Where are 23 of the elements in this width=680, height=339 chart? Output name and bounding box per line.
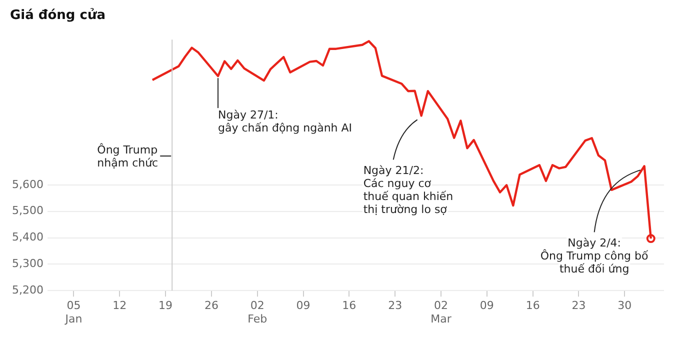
x-tick-label: 19 [158, 299, 173, 312]
x-tick-label: 23 [388, 299, 402, 312]
x-tick-label: 02 Feb [248, 299, 268, 326]
y-tick-label: 5,200 [12, 283, 44, 296]
x-tick-label: 02 Mar [430, 299, 452, 326]
x-tick-label: 16 [342, 299, 356, 312]
x-tick-label: 05 Jan [64, 299, 82, 326]
x-tick-label: 23 [572, 299, 586, 312]
chart-title: Giá đóng cửa [10, 8, 106, 23]
y-tick-label: 5,600 [12, 178, 44, 191]
annotation: Ngày 21/2: Các nguy cơ thuế quan khiến thị trường lo sợ [363, 164, 454, 216]
ref-line-label: Ông Trump nhậm chức [97, 142, 158, 170]
y-tick-label: 5,500 [12, 204, 44, 218]
y-tick-label: 5,300 [12, 257, 44, 270]
y-tick-label: 5,400 [12, 230, 44, 244]
x-tick-label: 12 [112, 299, 127, 312]
x-tick-label: 09 [296, 299, 310, 312]
x-tick-label: 16 [526, 299, 540, 312]
x-tick-label: 09 [480, 299, 494, 312]
x-tick-label: 26 [204, 299, 218, 312]
annotation: Ngày 2/4: Ông Trump công bố thuế đối ứng [540, 236, 649, 276]
annotation: Ngày 27/1: gây chấn động ngành AI [218, 108, 352, 134]
x-tick-label: 30 [618, 299, 632, 312]
